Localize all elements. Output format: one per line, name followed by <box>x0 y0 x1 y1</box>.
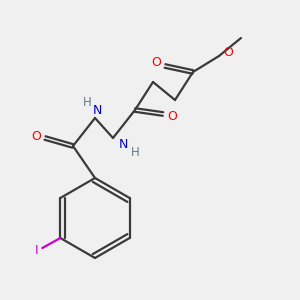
Text: H: H <box>82 97 91 110</box>
Text: O: O <box>167 110 177 124</box>
Text: N: N <box>92 103 102 116</box>
Text: O: O <box>223 46 233 59</box>
Text: H: H <box>130 146 140 158</box>
Text: O: O <box>151 56 161 70</box>
Text: N: N <box>118 137 128 151</box>
Text: I: I <box>34 244 38 256</box>
Text: O: O <box>31 130 41 142</box>
